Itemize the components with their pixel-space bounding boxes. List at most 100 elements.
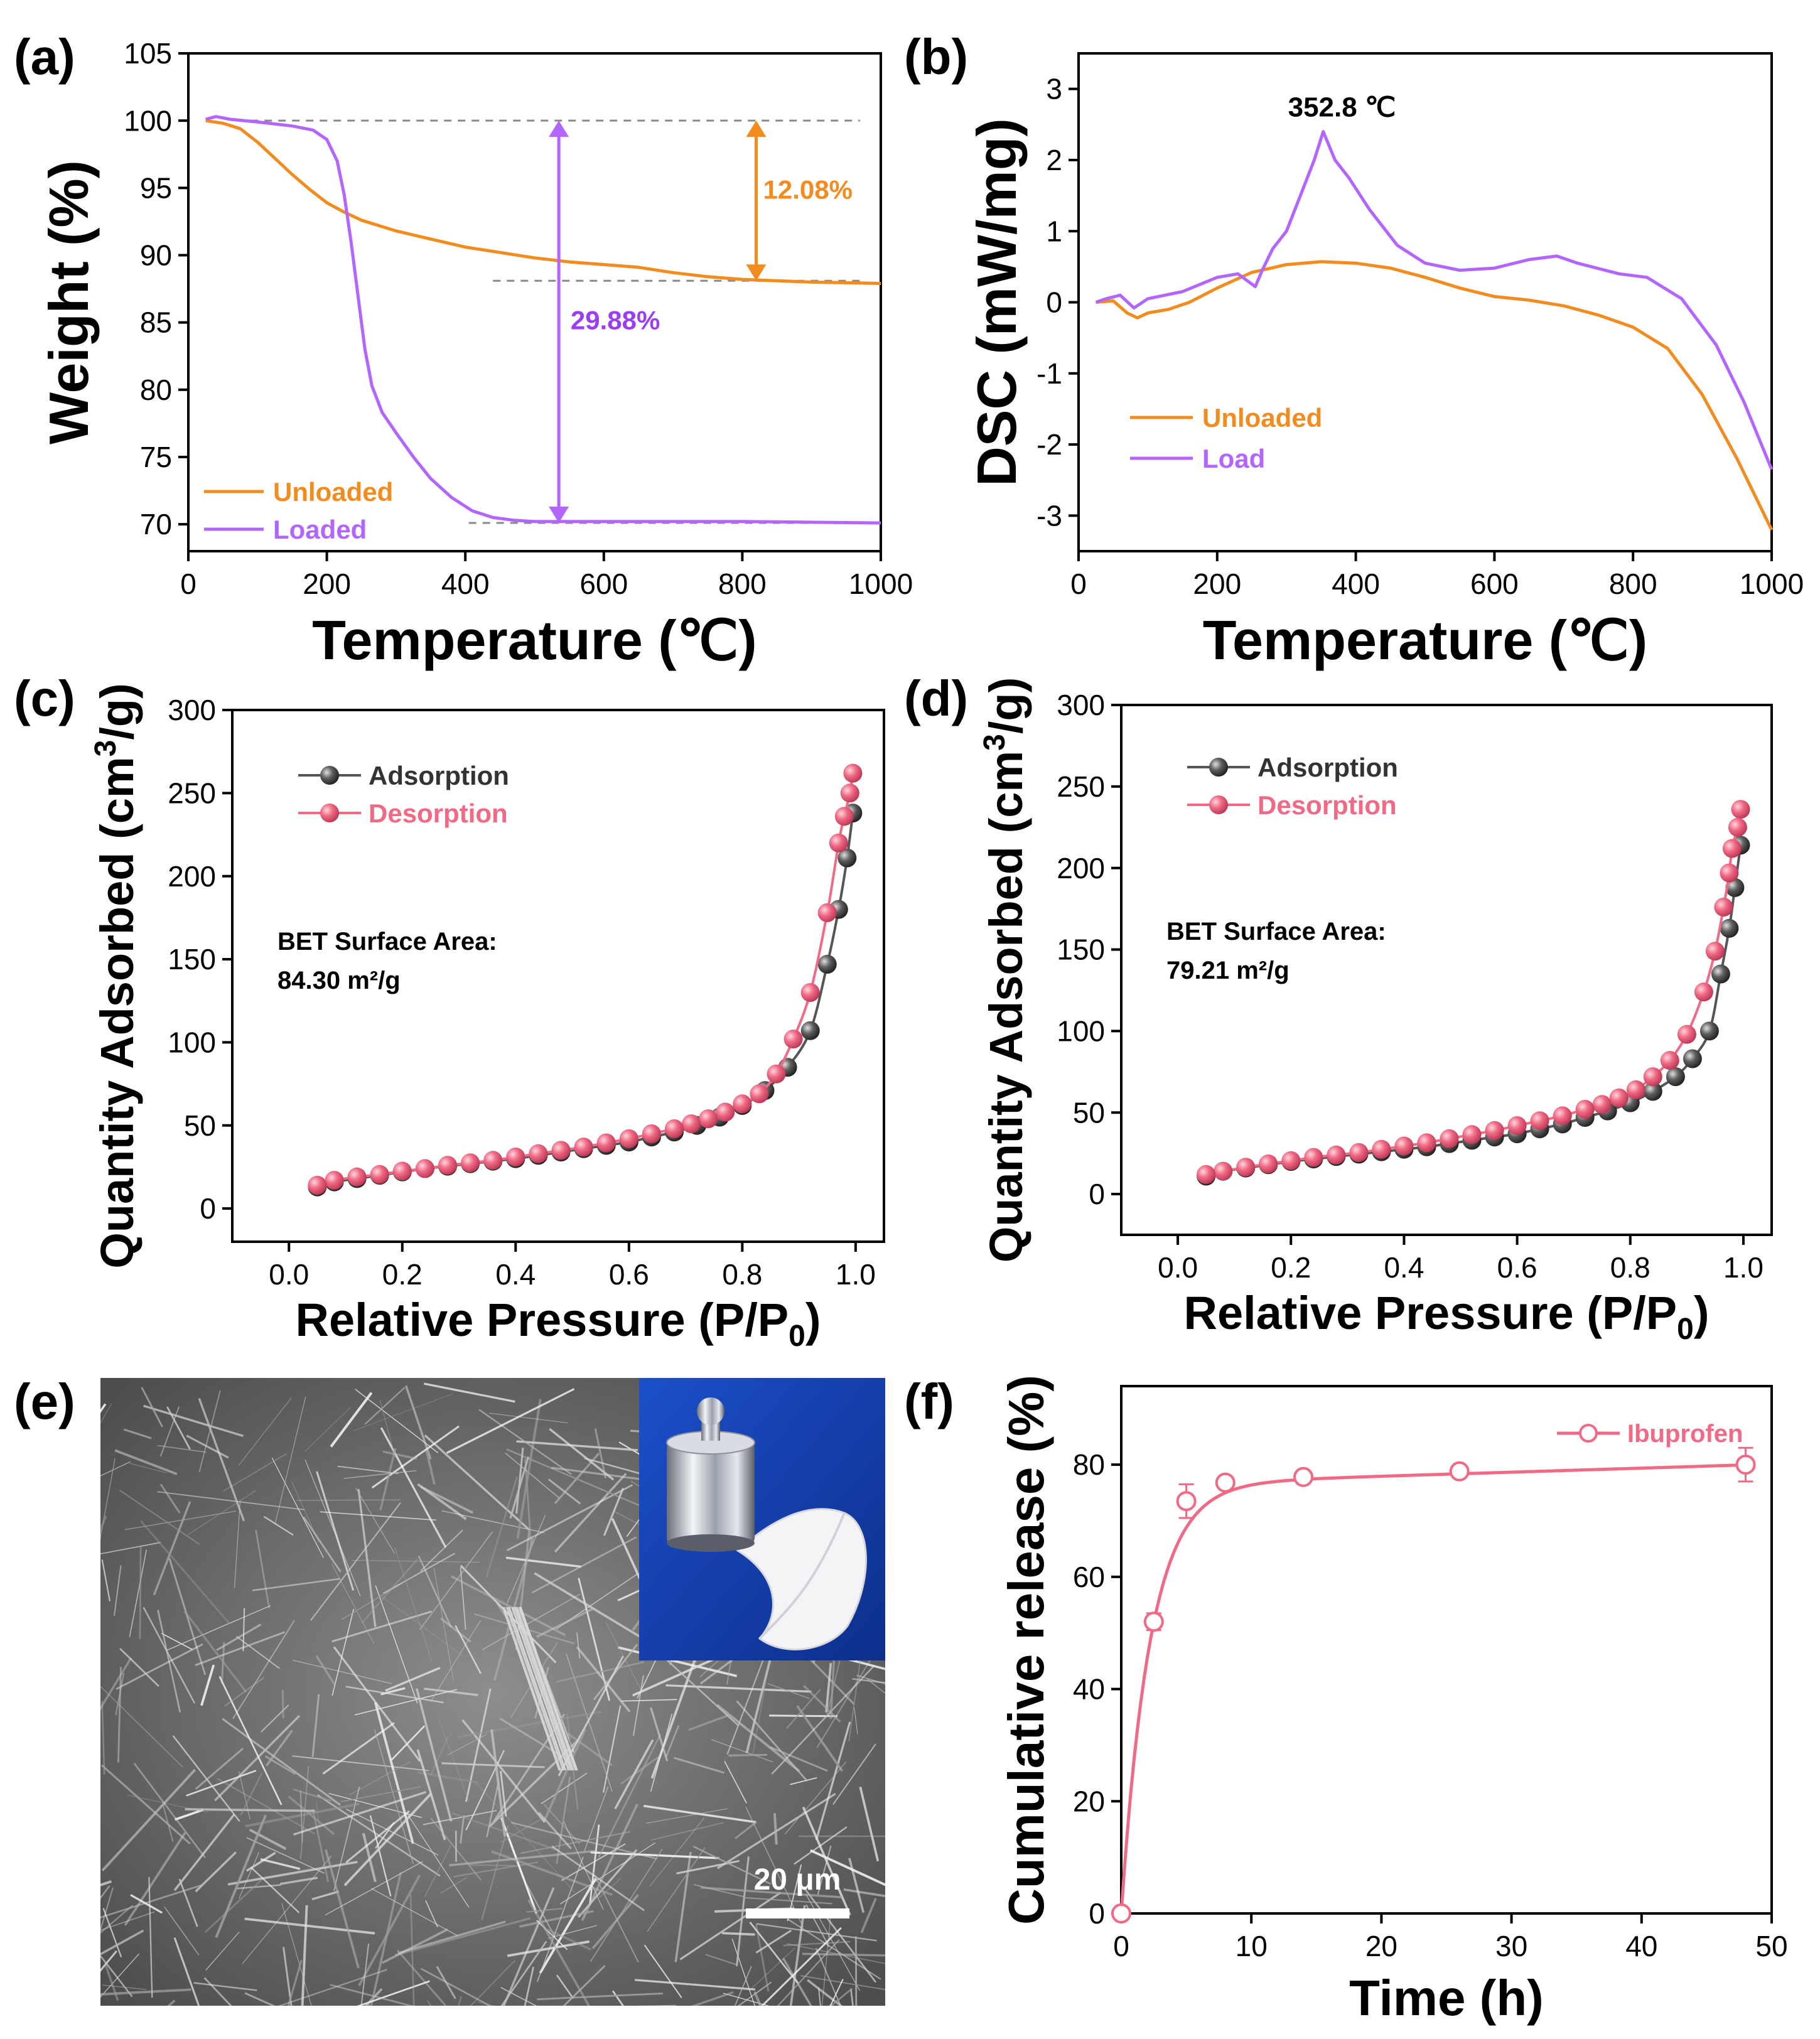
y-tick-label: 150 [168,943,216,976]
sem-fiber [186,1770,257,1797]
y-axis-label-end: /g) [980,677,1032,734]
sem-fiber [117,1667,122,1763]
data-point-desorption [783,1030,803,1049]
data-point-ibuprofen [1111,1903,1131,1923]
sem-fiber [382,1552,456,1595]
data-point-desorption [682,1114,701,1134]
sem-fiber [239,1851,260,1899]
sem-fiber [470,1960,515,2006]
sem-fiber [274,1396,306,1525]
x-tick-label: 10 [1236,1930,1268,1962]
sem-fiber [505,1452,560,1499]
sem-fiber [224,1677,265,1707]
sem-fiber [364,1387,406,1425]
sem-fiber [481,1825,509,1920]
sem-fiber [173,1937,200,2006]
sem-fiber [786,1689,821,1729]
sem-fiber [417,1483,467,1520]
sem-fiber [737,1981,772,2006]
sem-fiber [195,1747,244,1790]
sem-fiber [726,1655,765,1755]
x-tick-label: 50 [1755,1930,1787,1962]
sem-fiber [731,1939,755,2006]
sem-fiber [420,1529,463,1572]
sem-fiber [451,1812,558,1851]
annotation-unloaded-loss: 12.08% [763,175,852,204]
sem-fiber [650,1822,724,1841]
data-point-adsorption [1683,1049,1702,1068]
sem-fiber [272,1458,324,1558]
data-point-desorption [800,983,820,1002]
sem-fiber [100,1764,191,1845]
sem-fiber [460,1815,465,1844]
data-point-desorption [325,1171,344,1190]
sem-fiber [843,1888,885,1898]
sem-fiber [166,1406,191,1450]
sem-fiber [101,1559,111,1601]
sem-fiber [800,1975,885,1991]
sem-fiber [100,1686,183,1768]
sem-fiber [423,1810,497,1826]
sem-fiber [419,1531,493,1630]
sem-fiber [379,1448,397,1510]
sem-fiber [100,1458,116,1541]
sem-fiber [516,1440,638,1451]
sem-fiber [320,1511,436,1521]
sem-fiber [325,1861,423,1916]
x-axis-label: Relative Pressure (P/P0) [1184,1287,1710,1346]
y-tick-label: -3 [1037,499,1062,532]
sem-fiber [129,1463,168,1473]
sem-fiber [735,1856,750,1967]
series-desorption [1197,800,1750,1184]
arrow-unloaded-head-bottom [746,264,767,281]
x-axis-label: Time (h) [1349,1970,1544,2026]
y-tick-label: 70 [140,508,172,541]
series-adsorption [308,804,863,1197]
sem-fiber [705,1954,737,1966]
sem-fiber [426,2000,432,2006]
sem-fiber [406,1813,470,1908]
sem-fiber [129,1549,148,1637]
y-axis-label-sup: 3 [978,734,1011,751]
sem-fiber [425,1900,438,1928]
sem-fiber [755,1924,770,1992]
sem-fiber-bundle [503,1606,562,1771]
data-point-desorption [1553,1106,1572,1126]
sem-fiber [195,1851,237,1893]
sem-fiber [100,1988,191,1996]
y-tick-label: 200 [168,860,216,893]
sem-fiber [551,1845,645,1912]
sem-fiber [114,1449,178,1475]
sem-fiber [371,1425,460,1489]
sem-fiber [566,1653,613,1792]
data-point-desorption [574,1138,593,1157]
data-point-desorption [1417,1133,1436,1153]
legend-marker-desorption [1209,795,1228,814]
sem-fiber [119,1648,159,1687]
sem-fiber [446,1388,575,1455]
sem-fiber [370,1872,402,2006]
sem-fiber [237,1884,281,1890]
sem-fiber [500,1816,545,1843]
y-axis-label-end: /g) [91,683,143,740]
data-point-desorption [642,1124,661,1143]
sem-fiber [263,1515,294,1536]
sem-fiber [234,1500,241,1588]
sem-fiber [205,1931,240,1971]
sem-fiber [303,1516,342,1573]
sem-fiber [598,1734,661,1858]
sem-fiber [292,1755,429,1772]
sem-fiber [394,1547,433,1663]
sem-fiber [304,1460,361,1596]
sem-fiber [783,1940,851,1947]
sem-fiber [603,1705,622,1793]
sem-fiber [461,1719,546,1823]
sem-fiber [433,1568,454,1681]
sem-fiber [773,1813,778,1845]
y-tick-label: -2 [1037,428,1062,461]
sem-fiber [245,1802,360,1827]
sem-fiber-bundle [513,1606,571,1771]
sem-fiber [603,1487,625,1536]
sem-fiber [139,1546,142,1640]
